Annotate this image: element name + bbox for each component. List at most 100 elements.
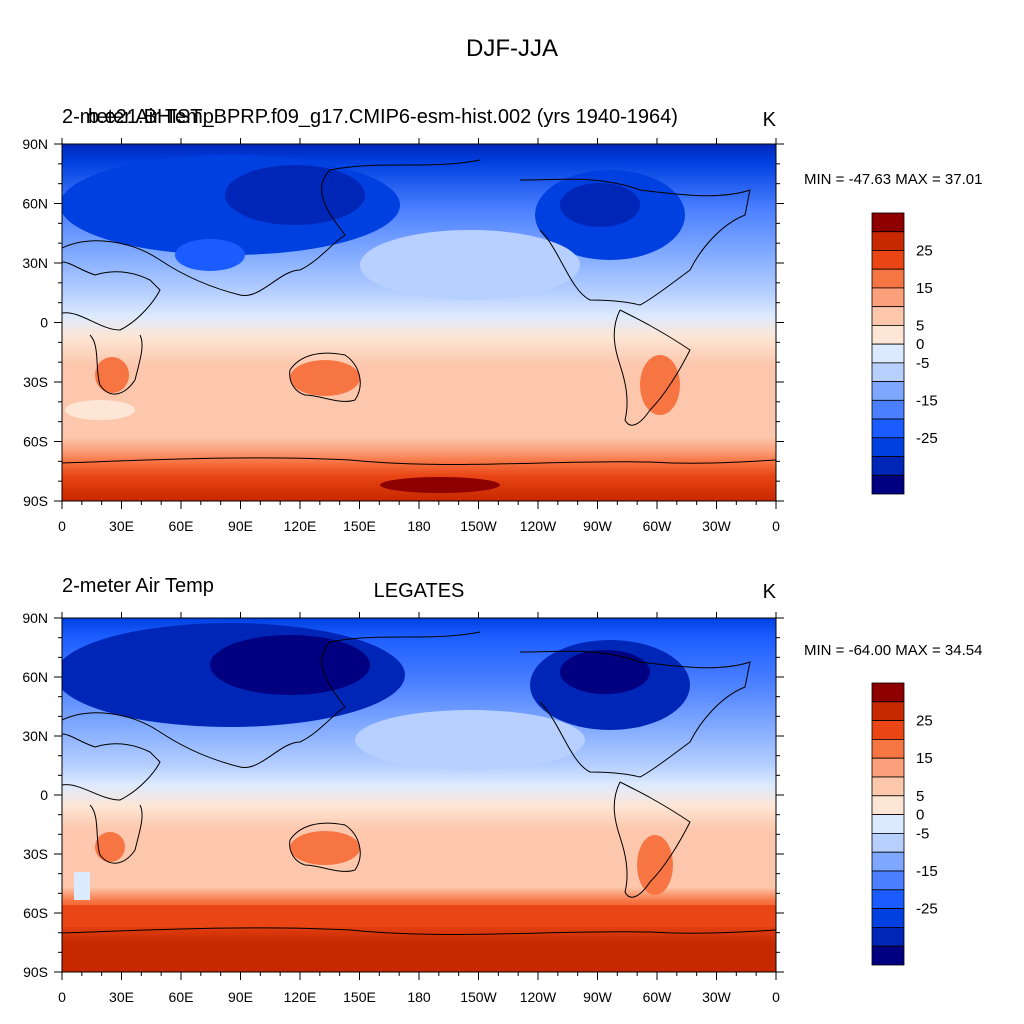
panel-2-warm-australia — [290, 831, 360, 865]
p1-x-tick-label: 0 — [772, 518, 780, 534]
p2-y-tick-label: 30N — [22, 728, 48, 744]
p2-colorbar-box — [871, 682, 905, 703]
panel-2-map — [62, 618, 776, 972]
panel-1-colorbar: 25 15 5 0 -5 -15 -25 — [871, 212, 938, 495]
p1-colorbar-box — [871, 324, 905, 345]
p2-colorbar-box — [871, 757, 905, 778]
p1-x-tick-label: 30E — [109, 518, 134, 534]
p2-colorbar-label: -15 — [916, 863, 938, 880]
panel-2-coastlines — [62, 631, 776, 936]
p2-colorbar-box — [871, 701, 905, 721]
p2-x-tick-label: 0 — [772, 989, 780, 1005]
p2-colorbar-box — [871, 945, 905, 966]
p1-x-tick-label: 90E — [228, 518, 253, 534]
p2-colorbar-label: 25 — [916, 713, 933, 730]
panel-1-warm-samerica — [640, 355, 680, 415]
p1-colorbar-box — [871, 362, 905, 383]
panel-1-warm-safrica — [95, 357, 129, 393]
p1-colorbar-label: 25 — [916, 242, 933, 259]
panel-2-pacific — [355, 710, 585, 770]
panel-2-left-title: 2-meter Air Temp — [62, 575, 214, 597]
panel-2-cold-siberia — [210, 635, 370, 695]
main-title: DJF-JJA — [466, 35, 558, 62]
p2-colorbar-box — [871, 776, 905, 797]
p2-y-tick-label: 0 — [40, 787, 48, 803]
p2-x-tick-label: 120W — [520, 989, 557, 1005]
panel-2-warm-safrica — [95, 832, 125, 862]
p2-x-tick-label: 90W — [583, 989, 613, 1005]
p1-y-tick-label: 0 — [40, 315, 48, 331]
p1-x-tick-label: 150E — [343, 518, 376, 534]
p1-y-tick-label: 30N — [22, 255, 48, 271]
p1-colorbar-box — [871, 306, 905, 326]
panel-2-center-title: LEGATES — [374, 580, 465, 602]
panel-1-axes: 0 30E 60E 90E 120E 150E 180 150W 120W 90W 60W 30W 09… — [22, 136, 784, 534]
p2-colorbar-box — [871, 908, 905, 928]
p2-colorbar-box — [871, 851, 905, 872]
p1-colorbar-label: -5 — [916, 355, 929, 372]
p1-colorbar-box — [871, 231, 905, 251]
p1-y-tick-label: 90S — [23, 493, 48, 509]
p1-colorbar-label: -15 — [916, 392, 938, 409]
p1-x-tick-label: 0 — [58, 518, 66, 534]
p1-colorbar-box — [871, 343, 905, 364]
p2-colorbar-box — [871, 795, 905, 815]
p1-colorbar-box — [871, 250, 905, 270]
p1-colorbar-box — [871, 381, 905, 401]
panel-2-sindian-patch — [74, 872, 90, 900]
p1-y-tick-label: 60S — [23, 434, 48, 450]
panel-1-cold-canada — [560, 183, 640, 227]
p1-colorbar-box — [871, 399, 905, 420]
p1-colorbar-label: -25 — [916, 430, 938, 447]
panel-1-map — [62, 144, 776, 501]
p1-y-tick-label: 90N — [22, 136, 48, 152]
p2-colorbar-box — [871, 927, 905, 947]
p1-colorbar-box — [871, 437, 905, 457]
p2-x-tick-label: 0 — [58, 989, 66, 1005]
p2-y-tick-label: 30S — [23, 846, 48, 862]
panel-1-left-title: 2-meter Air Temp — [62, 106, 214, 128]
p2-x-tick-label: 120E — [284, 989, 317, 1005]
p2-y-tick-label: 90S — [23, 964, 48, 980]
p1-x-tick-label: 120W — [520, 518, 557, 534]
p2-colorbar-box — [871, 814, 905, 834]
p2-colorbar-label: -25 — [916, 901, 938, 918]
p2-colorbar-label: 5 — [916, 788, 924, 805]
p2-x-tick-label: 30E — [109, 989, 134, 1005]
p2-y-tick-label: 60S — [23, 905, 48, 921]
p1-colorbar-box — [871, 418, 905, 439]
panel-2-axes: 0 30E 60E 90E 120E 150E 180 150W 120W 90W 60W 30W 09… — [22, 610, 784, 1005]
panel-1-units: K — [763, 109, 777, 131]
p2-y-tick-label: 90N — [22, 610, 48, 626]
p2-x-tick-label: 60W — [643, 989, 673, 1005]
p1-colorbar-box — [871, 474, 905, 495]
p1-x-tick-label: 150W — [460, 518, 497, 534]
p1-colorbar-box — [871, 287, 905, 308]
p2-colorbar-label: 15 — [916, 750, 933, 767]
p2-colorbar-label: -5 — [916, 825, 929, 842]
panel-1-tibet — [175, 239, 245, 271]
p1-colorbar-box — [871, 268, 905, 289]
panel-2-units: K — [763, 581, 777, 603]
p2-colorbar-label: 0 — [916, 807, 924, 824]
p1-x-tick-label: 120E — [284, 518, 317, 534]
panel-1-minmax: MIN = -47.63 MAX = 37.01 — [804, 171, 982, 188]
p2-colorbar-box — [871, 833, 905, 853]
p2-colorbar-box — [871, 739, 905, 759]
p2-x-tick-label: 30W — [702, 989, 732, 1005]
panel-1: 2-meter Air Temp b.e21.BHIST_BPRP.f09_g1… — [22, 106, 982, 534]
p1-colorbar-label: 0 — [916, 336, 924, 353]
panel-2: 2-meter Air Temp LEGATES K MIN = -64.00 … — [22, 575, 982, 1005]
panel-2-cold-canada — [560, 650, 650, 694]
p1-colorbar-box — [871, 212, 905, 233]
panel-1-left-title-overlay: b.e21.BHIST_BPRP.f09_g17.CMIP6-esm-hist.… — [88, 106, 678, 128]
p2-x-tick-label: 90E — [228, 989, 253, 1005]
p2-y-tick-label: 60N — [22, 669, 48, 685]
p1-colorbar-label: 5 — [916, 317, 924, 334]
p1-x-tick-label: 60W — [643, 518, 673, 534]
p1-colorbar-box — [871, 456, 905, 476]
p1-y-tick-label: 30S — [23, 374, 48, 390]
p1-x-tick-label: 30W — [702, 518, 732, 534]
panel-2-minmax: MIN = -64.00 MAX = 34.54 — [804, 642, 982, 659]
